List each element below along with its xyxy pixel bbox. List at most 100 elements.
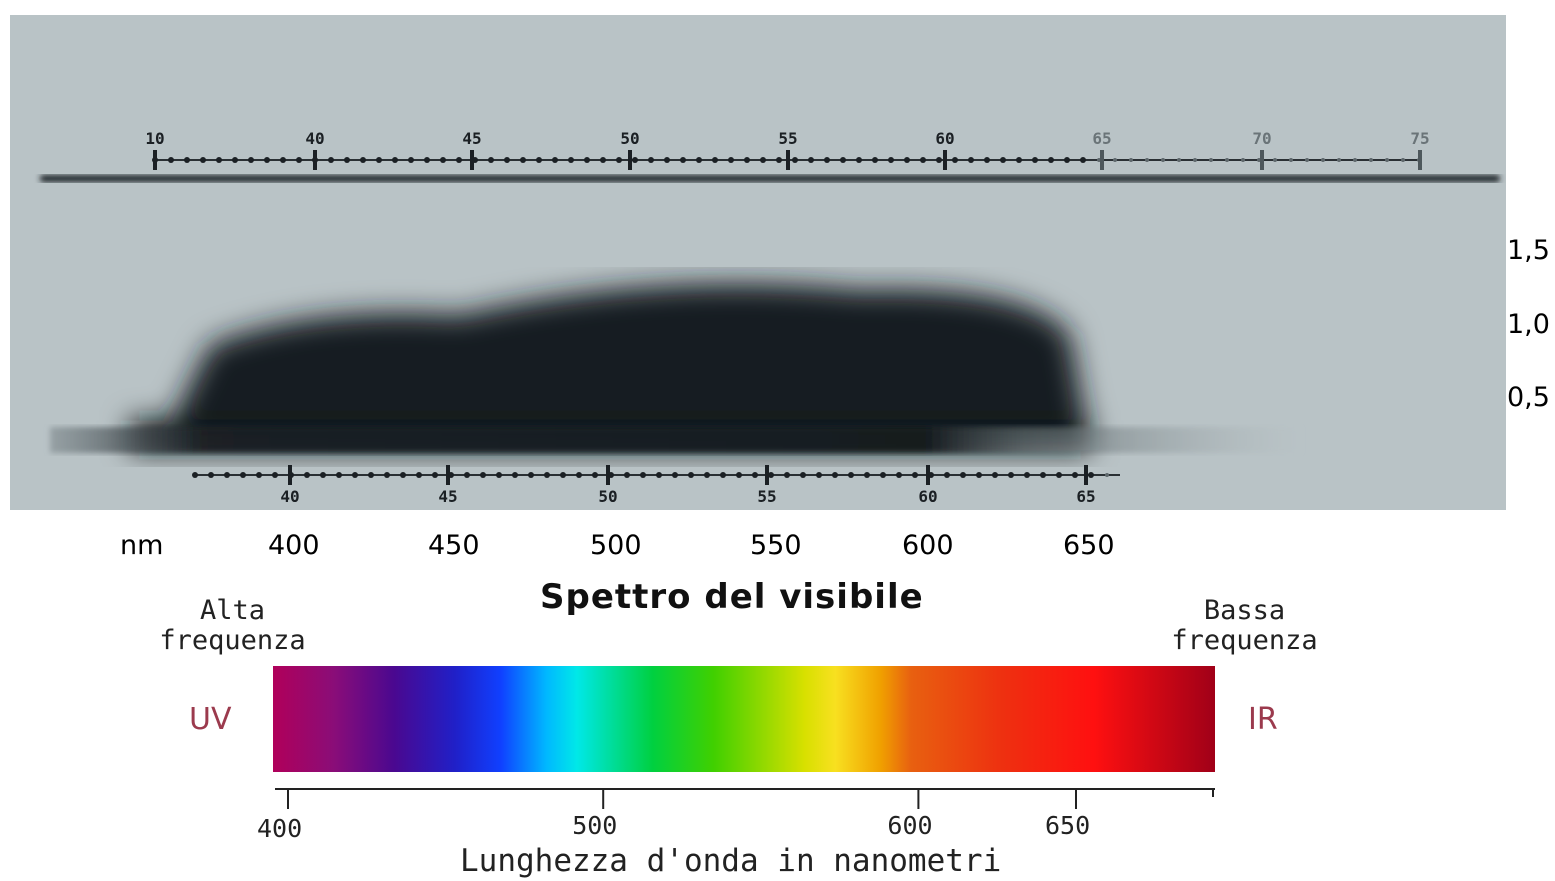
top-scale-dot <box>280 157 286 163</box>
top-scale-dot <box>1064 157 1070 163</box>
bottom-scale-dot <box>848 472 854 478</box>
top-scale-dot <box>744 157 750 163</box>
bottom-scale-dot <box>752 472 758 478</box>
bottom-scale-mark-label: 45 <box>438 487 457 506</box>
bottom-scale-mark-label: 60 <box>918 487 937 506</box>
bottom-scale-dot <box>416 472 422 478</box>
bottom-scale-dot <box>496 472 502 478</box>
top-scale-mark-label: 55 <box>778 129 797 148</box>
top-scale-dot <box>568 157 574 163</box>
bottom-scale-dot <box>704 472 710 478</box>
top-scale-dot <box>1113 158 1117 162</box>
bottom-scale-dot <box>672 472 678 478</box>
bottom-scale-dot <box>768 472 774 478</box>
top-scale-dot <box>680 157 686 163</box>
bottom-scale-dot <box>656 472 662 478</box>
top-scale-dot <box>1385 158 1389 162</box>
top-scale-dot <box>952 157 958 163</box>
bottom-scale-dot <box>688 472 694 478</box>
nm-label-550: 550 <box>750 530 802 561</box>
top-scale-dot <box>168 157 174 163</box>
top-scale-dot <box>184 157 190 163</box>
bottom-scale-dot <box>800 472 806 478</box>
top-scale-dot <box>328 157 334 163</box>
top-scale-dot <box>1145 158 1149 162</box>
top-scale-dot <box>856 157 862 163</box>
bottom-scale-dot <box>208 472 214 478</box>
top-scale-dot <box>392 157 398 163</box>
bottom-scale-dot <box>576 472 582 478</box>
nm-label-600: 600 <box>902 530 954 561</box>
top-scale-dot <box>1209 158 1213 162</box>
bottom-scale-dot <box>304 472 310 478</box>
bottom-scale-dot <box>736 472 742 478</box>
top-scale-dot <box>1289 158 1293 162</box>
bottom-scale-dot <box>1024 472 1030 478</box>
top-scale-dot <box>360 157 366 163</box>
bottom-scale-dot <box>816 472 822 478</box>
axis-label-400: 400 <box>257 814 303 843</box>
low-frequency-line-2: frequenza <box>1171 625 1318 656</box>
high-frequency-line-1: Alta <box>199 595 266 626</box>
axis-label-650: 650 <box>1045 811 1091 840</box>
bottom-scale-dot <box>640 472 646 478</box>
nm-label-450: 450 <box>428 530 480 561</box>
top-scale-dot <box>488 157 494 163</box>
top-scale-dot <box>792 157 798 163</box>
top-scale-dot <box>1401 158 1405 162</box>
bottom-scale-mark-label: 55 <box>757 487 776 506</box>
top-scale-mark-label: 50 <box>620 129 639 148</box>
bottom-scale-dot <box>480 472 486 478</box>
bottom-scale-dot <box>864 472 870 478</box>
top-scale-dot <box>696 157 702 163</box>
top-scale-dot <box>616 157 622 163</box>
bottom-scale: 40 45 50 55 60 65 <box>192 465 1120 506</box>
top-scale-dot <box>1080 157 1086 163</box>
low-frequency-line-1: Bassa <box>1203 595 1286 626</box>
top-scale-dot <box>408 157 414 163</box>
top-scale-dot <box>296 157 302 163</box>
bottom-scale-dot <box>880 472 886 478</box>
high-frequency-label: Alta frequenza <box>140 596 325 656</box>
axis-label-600: 600 <box>887 811 933 840</box>
top-scale-dot <box>1273 158 1277 162</box>
bottom-scale-dot <box>1088 472 1094 478</box>
bottom-scale-dot <box>320 472 326 478</box>
bottom-scale-dot <box>912 472 918 478</box>
top-scale-dot <box>728 157 734 163</box>
density-tick-1-0: 1,0 <box>1507 309 1550 340</box>
top-scale-mark-label: 60 <box>935 129 954 148</box>
bottom-scale-dot <box>240 472 246 478</box>
top-scale-dot <box>1369 158 1373 162</box>
top-scale-dot <box>456 157 462 163</box>
top-scale-mark-label: 75 <box>1410 129 1429 148</box>
nm-unit-label: nm <box>120 530 164 561</box>
top-scale-dot <box>1032 157 1038 163</box>
top-scale-dot <box>344 157 350 163</box>
bottom-scale-dot <box>560 472 566 478</box>
top-scale-dot <box>888 157 894 163</box>
top-scale-mark-label: 45 <box>462 129 481 148</box>
bottom-scale-dot <box>384 472 390 478</box>
top-scale-dot <box>1321 158 1325 162</box>
top-scale-dot <box>664 157 670 163</box>
top-scale-dot <box>1353 158 1357 162</box>
bottom-scale-dot <box>512 472 518 478</box>
top-scale-dot <box>1161 158 1165 162</box>
bottom-scale-dot <box>976 472 982 478</box>
top-scale-dot <box>216 157 222 163</box>
bottom-scale-dot <box>272 472 278 478</box>
bottom-scale-dot <box>624 472 630 478</box>
visible-spectrum-bar <box>273 666 1215 772</box>
nm-label-650: 650 <box>1063 530 1115 561</box>
top-scale-dot <box>760 157 766 163</box>
top-scale-dot <box>1016 157 1022 163</box>
uv-label: UV <box>189 702 232 737</box>
high-frequency-line-2: frequenza <box>159 625 306 656</box>
top-scale-dot <box>584 157 590 163</box>
top-scale-dot <box>264 157 270 163</box>
top-reference-line <box>40 175 1500 182</box>
top-scale-dot <box>1177 158 1181 162</box>
top-scale-dot <box>936 157 942 163</box>
bottom-scale-dot <box>1040 472 1046 478</box>
